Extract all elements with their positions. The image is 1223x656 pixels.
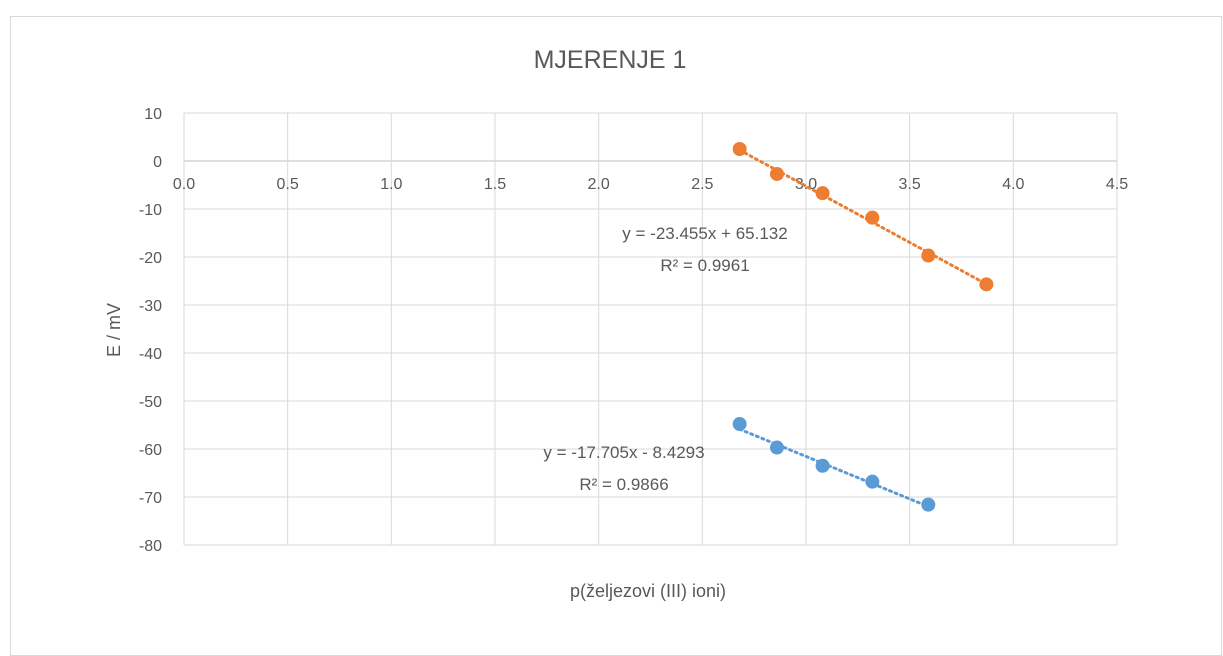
x-axis-title: p(željezovi (III) ioni) — [570, 581, 726, 601]
x-tick-label: 0.5 — [277, 176, 299, 193]
data-point-series-0 — [732, 142, 747, 156]
x-tick-label: 2.5 — [691, 176, 713, 193]
gridlines — [183, 112, 1118, 546]
data-point-series-0 — [865, 210, 880, 225]
y-tick-label: -20 — [139, 250, 162, 267]
y-tick-label: -80 — [139, 538, 162, 555]
data-point-series-0 — [815, 186, 830, 201]
trendline-r2-blue: R² = 0.9866 — [579, 475, 668, 494]
y-tick-label: -60 — [139, 442, 162, 459]
x-tick-label: 3.0 — [795, 176, 817, 193]
data-point-series-1 — [921, 497, 936, 512]
x-tick-labels: 0.0 0.5 1.0 1.5 2.0 2.5 3.0 3.5 4.0 4.5 — [173, 176, 1128, 193]
trendline-equation-blue: y = -17.705x - 8.4293 — [543, 443, 704, 462]
y-tick-label: 10 — [144, 106, 162, 123]
y-axis-title: E / mV — [104, 303, 124, 357]
x-tick-label: 1.5 — [484, 176, 506, 193]
y-tick-label: -10 — [139, 202, 162, 219]
data-point-series-1 — [815, 458, 830, 473]
y-tick-label: -70 — [139, 490, 162, 507]
chart-title: MJERENJE 1 — [534, 46, 687, 74]
y-tick-labels: 10 0 -10 -20 -30 -40 -50 -60 -70 -80 — [139, 106, 162, 555]
trendline-label-blue: y = -17.705x - 8.4293 R² = 0.9866 — [543, 443, 704, 494]
y-tick-label: -40 — [139, 346, 162, 363]
x-tick-label: 2.0 — [588, 176, 610, 193]
trendline-equation-orange: y = -23.455x + 65.132 — [622, 224, 787, 243]
x-tick-label: 4.0 — [1002, 176, 1024, 193]
x-tick-label: 1.0 — [380, 176, 402, 193]
y-tick-label: -50 — [139, 394, 162, 411]
trendline-r2-orange: R² = 0.9961 — [660, 256, 749, 275]
data-point-series-0 — [769, 166, 784, 181]
chart-frame — [10, 16, 1222, 656]
trendline-label-orange: y = -23.455x + 65.132 R² = 0.9961 — [622, 224, 787, 275]
data-point-series-1 — [732, 417, 747, 432]
series-layer — [732, 142, 994, 512]
y-tick-label: 0 — [153, 154, 162, 171]
x-tick-label: 0.0 — [173, 176, 195, 193]
trendline-1 — [738, 427, 930, 509]
y-tick-label: -30 — [139, 298, 162, 315]
x-tick-label: 3.5 — [899, 176, 921, 193]
data-point-series-0 — [921, 248, 936, 263]
data-point-series-1 — [865, 474, 880, 489]
data-point-series-1 — [769, 440, 784, 455]
x-tick-label: 4.5 — [1106, 176, 1128, 193]
data-point-series-0 — [979, 277, 994, 292]
